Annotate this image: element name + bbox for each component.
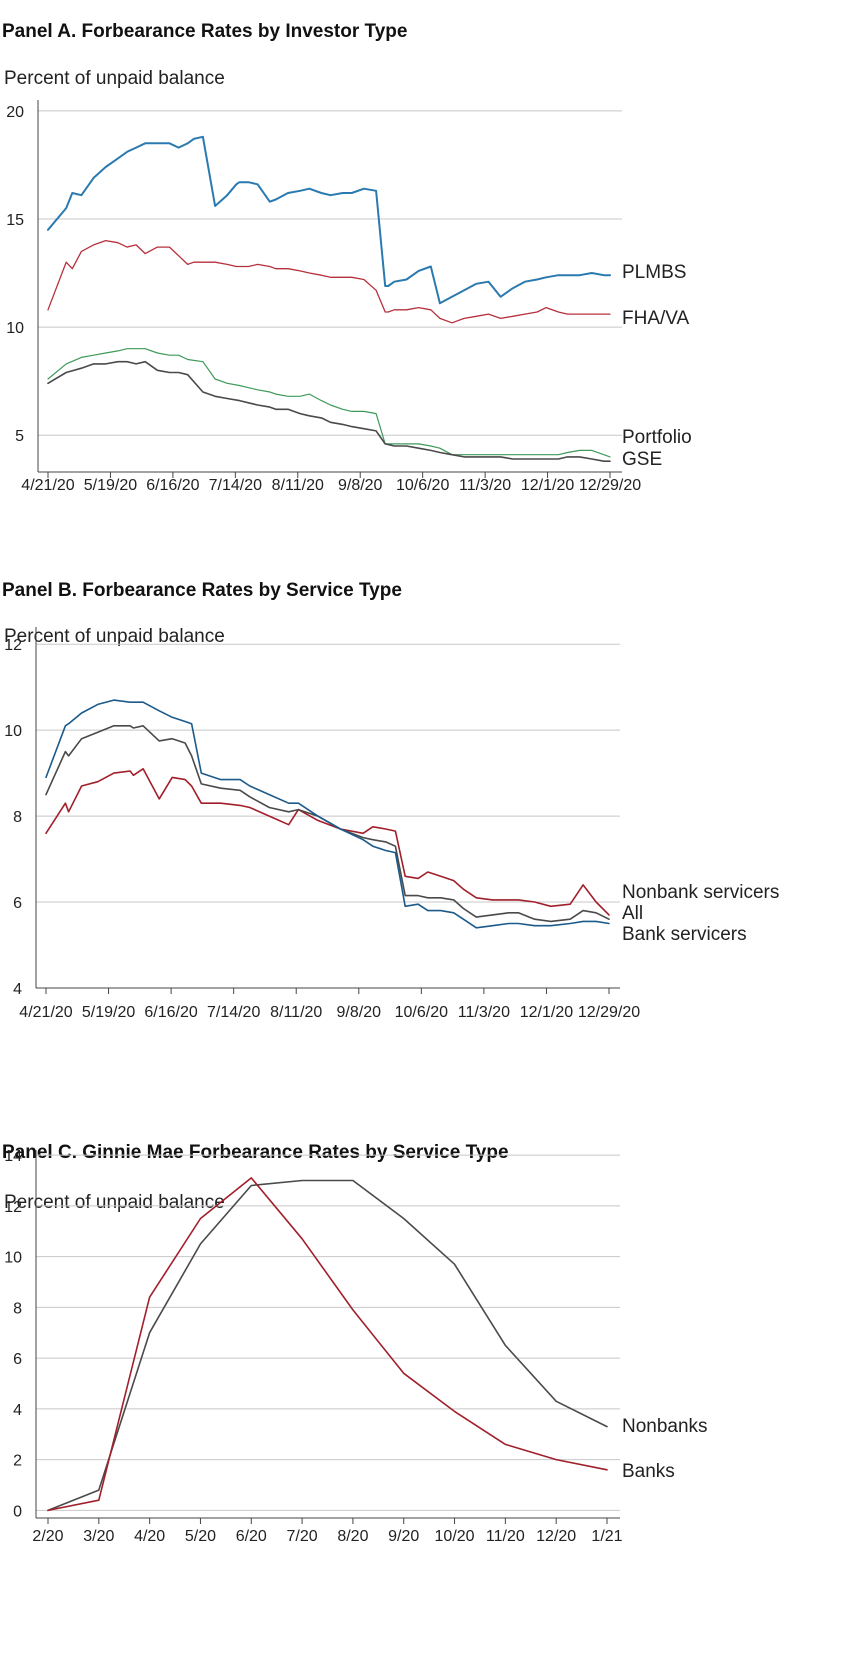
panel-c-title: Panel C. Ginnie Mae Forbearance Rates by… <box>2 1142 509 1163</box>
y-tick-label: 14 <box>4 1148 22 1165</box>
y-tick-label: 4 <box>13 981 22 998</box>
x-tick-label: 6/16/20 <box>146 477 199 494</box>
panel-c-plot: 0 2 4 6 8 10 12 14 2/20 3/20 4/20 5/20 6/20 7/20 8/20 9… <box>4 1148 707 1545</box>
y-tick-label: 15 <box>6 212 24 229</box>
panel-a-ylabel: Percent of unpaid balance <box>4 68 225 89</box>
series-line-portfolio <box>47 348 611 458</box>
y-tick-label: 20 <box>6 104 24 121</box>
series-line-nonbanks <box>47 1179 608 1512</box>
panel-c-ylabel: Percent of unpaid balance <box>4 1192 225 1213</box>
y-tick-label: 5 <box>15 428 24 445</box>
x-tick-label: 10/6/20 <box>395 1004 448 1021</box>
x-tick-label: 12/20 <box>536 1528 576 1545</box>
x-tick-label: 6/16/20 <box>144 1004 197 1021</box>
panel-b-ylabel: Percent of unpaid balance <box>4 626 225 647</box>
y-tick-label: 6 <box>13 895 22 912</box>
x-tick-label: 9/8/20 <box>337 1004 382 1021</box>
y-tick-label: 2 <box>13 1453 22 1470</box>
series-label: Banks <box>622 1461 675 1482</box>
series-label: Nonbanks <box>622 1416 708 1437</box>
y-tick-label: 4 <box>13 1402 22 1419</box>
x-tick-label: 3/20 <box>83 1528 114 1545</box>
y-tick-label: 6 <box>13 1351 22 1368</box>
x-tick-label: 4/21/20 <box>21 477 74 494</box>
series-label: PLMBS <box>622 262 686 283</box>
y-tick-label: 8 <box>13 1300 22 1317</box>
x-tick-label: 2/20 <box>32 1528 63 1545</box>
x-tick-label: 5/19/20 <box>82 1004 135 1021</box>
panel-c: Panel C. Ginnie Mae Forbearance Rates by… <box>2 1142 708 1545</box>
series-label: FHA/VA <box>622 308 690 329</box>
panel-b-title: Panel B. Forbearance Rates by Service Ty… <box>2 580 402 601</box>
series-label: Nonbank servicers <box>622 882 779 903</box>
x-tick-label: 12/29/20 <box>579 477 641 494</box>
series-line-fha-va <box>47 239 611 324</box>
series-line-plmbs <box>47 135 611 305</box>
x-tick-label: 7/14/20 <box>207 1004 260 1021</box>
x-tick-label: 5/20 <box>185 1528 216 1545</box>
series-line-banks <box>47 1177 608 1512</box>
x-tick-label: 8/11/20 <box>270 1004 322 1021</box>
x-tick-label: 8/11/20 <box>272 477 324 494</box>
series-label: GSE <box>622 449 662 470</box>
panel-b: Panel B. Forbearance Rates by Service Ty… <box>2 580 779 1021</box>
y-tick-label: 10 <box>4 1250 22 1267</box>
series-label: Bank servicers <box>622 924 747 945</box>
series-label: All <box>622 903 643 924</box>
x-tick-label: 6/20 <box>236 1528 267 1545</box>
x-tick-label: 5/19/20 <box>84 477 137 494</box>
series-line-nonbank-servicers <box>45 767 610 916</box>
x-tick-label: 12/1/20 <box>520 1004 573 1021</box>
panel-a-title: Panel A. Forbearance Rates by Investor T… <box>2 21 407 42</box>
y-tick-label: 8 <box>13 809 22 826</box>
y-tick-label: 0 <box>13 1503 22 1520</box>
x-tick-label: 8/20 <box>337 1528 368 1545</box>
x-tick-label: 4/21/20 <box>19 1004 72 1021</box>
y-tick-label: 10 <box>6 320 24 337</box>
series-line-bank-servicers <box>45 699 610 929</box>
x-tick-label: 10/20 <box>435 1528 475 1545</box>
x-tick-label: 9/20 <box>388 1528 419 1545</box>
x-tick-label: 10/6/20 <box>396 477 449 494</box>
y-tick-label: 12 <box>4 1199 22 1216</box>
x-tick-label: 9/8/20 <box>338 477 383 494</box>
x-tick-label: 11/3/20 <box>458 1004 510 1021</box>
x-tick-label: 12/29/20 <box>578 1004 640 1021</box>
series-line-gse <box>47 360 611 463</box>
x-tick-label: 7/14/20 <box>209 477 262 494</box>
panel-a-plot: 5 10 15 20 4/21/20 5/19/20 6/16/20 7/14/20 8/11/… <box>6 100 692 494</box>
panel-a: Panel A. Forbearance Rates by Investor T… <box>2 21 692 494</box>
x-tick-label: 12/1/20 <box>521 477 574 494</box>
y-tick-label: 12 <box>4 637 22 654</box>
series-label: Portfolio <box>622 427 692 448</box>
x-tick-label: 7/20 <box>287 1528 318 1545</box>
x-tick-label: 1/21 <box>591 1528 622 1545</box>
y-tick-label: 10 <box>4 723 22 740</box>
panel-b-plot: 4 6 8 10 12 4/21/20 5/19/20 6/16/20 7/14/20 8/11/… <box>4 627 779 1021</box>
x-tick-label: 4/20 <box>134 1528 165 1545</box>
x-tick-label: 11/3/20 <box>459 477 511 494</box>
x-tick-label: 11/20 <box>486 1528 525 1545</box>
